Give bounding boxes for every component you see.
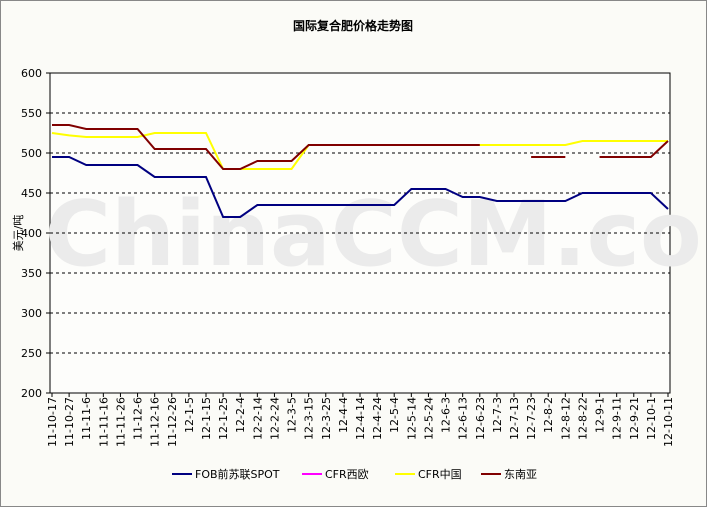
x-tick-label: 12-2-24	[268, 397, 281, 440]
y-axis-label: 美元/吨	[12, 215, 25, 252]
y-tick-label: 200	[21, 387, 42, 400]
x-tick-label: 12-9-1	[594, 397, 607, 433]
x-tick-label: 12-3-25	[320, 397, 333, 440]
x-tick-label: 12-1-5	[183, 397, 196, 433]
series-line	[52, 156, 669, 218]
x-tick-label: 12-10-1	[645, 397, 658, 440]
watermark: ChinaCCM.com	[45, 182, 707, 287]
x-tick-label: 12-2-4	[234, 397, 247, 433]
x-tick-label: 12-8-2	[542, 397, 555, 433]
x-tick-label: 12-3-15	[303, 397, 316, 440]
y-tick-label: 500	[21, 147, 42, 160]
x-tick-label: 12-5-24	[422, 397, 435, 440]
y-tick-label: 550	[21, 107, 42, 120]
x-tick-label: 12-7-13	[508, 397, 521, 440]
x-tick-label: 12-9-21	[628, 397, 641, 440]
x-tick-label: 12-6-3	[440, 397, 453, 433]
x-tick-label: 12-5-4	[388, 397, 401, 433]
x-tick-label: 12-4-4	[337, 397, 350, 433]
x-tick-label: 11-12-6	[132, 397, 145, 440]
x-tick-label: 12-4-14	[354, 397, 367, 440]
y-tick-label: 300	[21, 307, 42, 320]
x-tick-label: 12-1-25	[217, 397, 230, 440]
x-tick-label: 11-12-26	[166, 397, 179, 447]
y-tick-label: 350	[21, 267, 42, 280]
x-tick-label: 12-8-12	[559, 397, 572, 440]
legend-label: CFR西欧	[325, 468, 369, 481]
x-tick-label: 12-8-22	[576, 397, 589, 440]
x-tick-label: 12-4-24	[371, 397, 384, 440]
x-tick-label: 12-10-11	[662, 397, 675, 447]
chart-title: 国际复合肥价格走势图	[293, 18, 413, 33]
x-tick-label: 11-11-16	[97, 397, 110, 447]
x-tick-label: 12-6-13	[457, 397, 470, 440]
legend-label: FOB前苏联SPOT	[195, 467, 280, 481]
x-tick-label: 12-7-23	[525, 397, 538, 440]
x-tick-label: 12-9-11	[611, 397, 624, 440]
x-tick-label: 12-3-5	[286, 397, 299, 433]
x-tick-label: 11-10-17	[46, 397, 59, 447]
x-tick-label: 11-11-6	[80, 397, 93, 440]
series-line	[52, 124, 669, 170]
x-tick-label: 12-7-3	[491, 397, 504, 433]
y-tick-label: 250	[21, 347, 42, 360]
x-tick-label: 11-12-16	[149, 397, 162, 447]
x-tick-label: 11-10-27	[63, 397, 76, 447]
legend-label: 东南亚	[504, 468, 537, 481]
x-tick-label: 12-1-15	[200, 397, 213, 440]
y-tick-label: 450	[21, 187, 42, 200]
x-tick-label: 11-11-26	[114, 397, 127, 447]
x-tick-label: 12-2-14	[251, 397, 264, 440]
y-tick-label: 600	[21, 67, 42, 80]
x-tick-label: 12-5-14	[405, 397, 418, 440]
y-tick-label: 400	[21, 227, 42, 240]
legend-label: CFR中国	[418, 468, 462, 481]
x-tick-label: 12-6-23	[474, 397, 487, 440]
